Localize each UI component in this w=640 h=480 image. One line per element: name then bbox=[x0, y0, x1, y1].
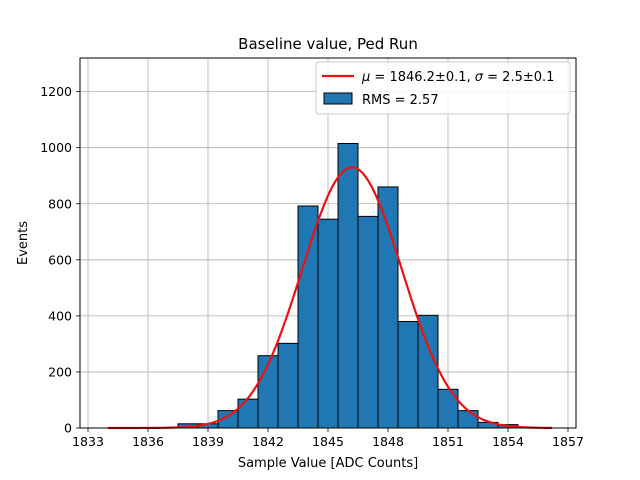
x-tick-label: 1848 bbox=[372, 434, 404, 449]
y-tick-label: 0 bbox=[64, 421, 72, 436]
chart-title: Baseline value, Ped Run bbox=[238, 35, 418, 53]
x-tick-label: 1842 bbox=[252, 434, 284, 449]
legend-sigma-symbol: σ bbox=[475, 70, 484, 85]
histogram-bar bbox=[357, 215, 379, 429]
legend-hist-label: RMS = 2.57 bbox=[362, 93, 439, 108]
y-tick-label: 1200 bbox=[40, 84, 72, 99]
legend-hist-swatch bbox=[323, 92, 353, 105]
histogram-bar bbox=[337, 142, 359, 429]
x-tick-label: 1839 bbox=[192, 434, 224, 449]
y-tick-label: 600 bbox=[48, 252, 72, 267]
histogram-bar bbox=[417, 314, 439, 429]
y-tick-label: 400 bbox=[48, 308, 72, 323]
legend: μ = 1846.2±0.1, σ = 2.5±0.1 RMS = 2.57 bbox=[315, 61, 571, 115]
x-tick-label: 1845 bbox=[312, 434, 344, 449]
legend-sigma-value: = 2.5±0.1 bbox=[483, 70, 554, 85]
legend-mu-symbol: μ bbox=[361, 70, 370, 85]
histogram-bar bbox=[277, 342, 299, 429]
y-tick-label: 200 bbox=[48, 364, 72, 379]
legend-fit-label: μ = 1846.2±0.1, σ = 2.5±0.1 bbox=[361, 70, 554, 85]
y-tick-label: 1000 bbox=[40, 140, 72, 155]
y-tick-label: 800 bbox=[48, 196, 72, 211]
y-axis-label: Events bbox=[16, 221, 31, 265]
histogram-bar bbox=[317, 218, 339, 429]
x-tick-label: 1833 bbox=[72, 434, 104, 449]
histogram-bar bbox=[237, 398, 259, 429]
x-axis-label: Sample Value [ADC Counts] bbox=[238, 456, 418, 471]
histogram-bar bbox=[377, 186, 399, 429]
legend-mu-value: = 1846.2±0.1, bbox=[370, 70, 474, 85]
x-tick-label: 1851 bbox=[432, 434, 464, 449]
ticks-layer: 1833 1836 1839 1842 1845 1848 1851 1854 1857 0 200… bbox=[40, 84, 584, 449]
histogram-bar bbox=[297, 205, 319, 429]
x-tick-label: 1836 bbox=[132, 434, 164, 449]
legend-box bbox=[315, 61, 571, 115]
x-tick-label: 1857 bbox=[552, 434, 584, 449]
gaussian-fit-curve bbox=[108, 166, 553, 430]
histogram-bar bbox=[457, 410, 479, 429]
histogram-bar bbox=[397, 320, 419, 429]
x-tick-label: 1854 bbox=[492, 434, 524, 449]
